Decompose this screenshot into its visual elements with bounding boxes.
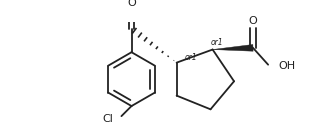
Polygon shape: [212, 44, 253, 51]
Text: O: O: [127, 0, 136, 8]
Text: Cl: Cl: [102, 115, 113, 124]
Text: O: O: [249, 16, 257, 26]
Text: or1: or1: [185, 53, 198, 62]
Text: or1: or1: [211, 38, 223, 47]
Text: OH: OH: [278, 61, 295, 71]
